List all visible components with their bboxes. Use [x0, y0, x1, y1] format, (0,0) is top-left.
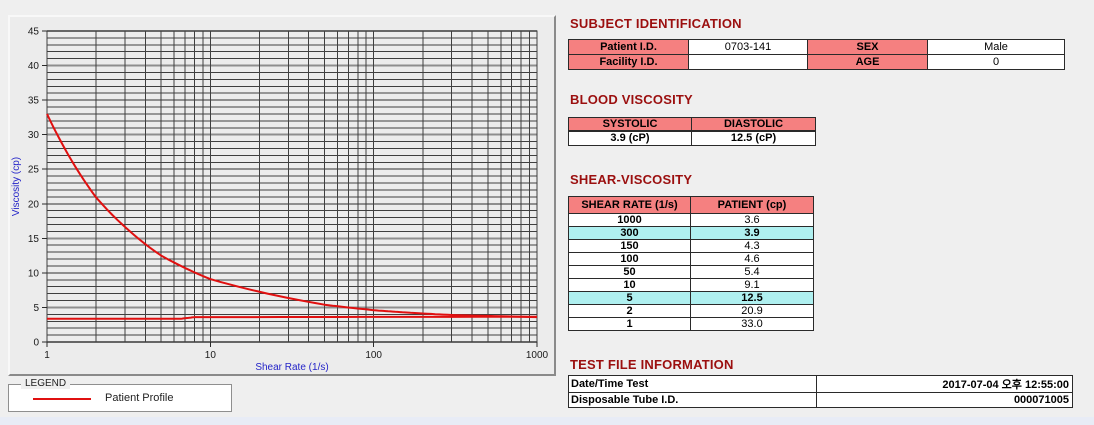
shear-table-row: 100 4.6 [568, 252, 814, 266]
shear-table-row: 150 4.3 [568, 239, 814, 253]
patient-cp-cell: 9.1 [690, 278, 814, 292]
shear-viscosity-title: SHEAR-VISCOSITY [570, 172, 693, 187]
shear-rate-cell: 10 [568, 278, 691, 292]
viscosity-chart: 0 5 10 15 20 25 30 35 40 45 1 10 100 1000 Shear Rate (… [11, 27, 549, 374]
patient-cp-cell: 3.6 [690, 213, 814, 227]
facility-id-label: Facility I.D. [568, 54, 689, 70]
patient-cp-cell: 3.9 [690, 226, 814, 240]
shear-table-row: 5 12.5 [568, 291, 814, 305]
table-row: SYSTOLIC DIASTOLIC [568, 117, 816, 132]
diastolic-value: 12.5 (cP) [691, 130, 816, 146]
patient-cp-cell: 12.5 [690, 291, 814, 305]
diastolic-header: DIASTOLIC [691, 117, 816, 132]
legend-item-patient-profile: Patient Profile [105, 392, 174, 404]
svg-text:Shear Rate (1/s): Shear Rate (1/s) [255, 362, 328, 373]
sex-label: SEX [807, 39, 928, 55]
patient-id-value: 0703-141 [688, 39, 808, 55]
shear-table-row: 1 33.0 [568, 317, 814, 331]
table-row: Date/Time Test 2017-07-04 오후 12:55:00 [568, 375, 1073, 393]
subject-identification-table: Patient I.D. 0703-141 SEX Male Facility … [568, 39, 1065, 70]
shear-table-row: 2 20.9 [568, 304, 814, 318]
shear-table-row: 10 9.1 [568, 278, 814, 292]
table-row: Disposable Tube I.D. 000071005 [568, 392, 1073, 408]
patient-cp-cell: 4.6 [690, 252, 814, 266]
shear-rate-header: SHEAR RATE (1/s) [568, 196, 691, 214]
test-file-information-table: Date/Time Test 2017-07-04 오후 12:55:00 Di… [568, 375, 1073, 408]
date-time-test-label: Date/Time Test [568, 375, 817, 393]
svg-text:1000: 1000 [526, 350, 549, 361]
blood-viscosity-title: BLOOD VISCOSITY [570, 92, 693, 107]
shear-rate-cell: 1 [568, 317, 691, 331]
shear-viscosity-table: SHEAR RATE (1/s) PATIENT (cp) 1000 3.6 300… [568, 196, 814, 331]
svg-text:20: 20 [28, 199, 40, 210]
shear-rate-cell: 2 [568, 304, 691, 318]
patient-cp-cell: 5.4 [690, 265, 814, 279]
svg-text:10: 10 [28, 268, 40, 279]
shear-rate-cell: 50 [568, 265, 691, 279]
bottom-strip [0, 417, 1094, 425]
shear-table-row: 300 3.9 [568, 226, 814, 240]
table-row: 3.9 (cP) 12.5 (cP) [568, 130, 816, 146]
legend-box: LEGEND Patient Profile [8, 378, 232, 412]
svg-text:1: 1 [44, 350, 50, 361]
series-patient-profile [46, 113, 538, 319]
svg-text:40: 40 [28, 61, 40, 72]
age-label: AGE [807, 54, 928, 70]
sex-value: Male [927, 39, 1065, 55]
subject-identification-title: SUBJECT IDENTIFICATION [570, 16, 742, 31]
svg-text:10: 10 [205, 350, 217, 361]
svg-text:5: 5 [33, 303, 39, 314]
svg-text:15: 15 [28, 234, 40, 245]
blood-viscosity-table: SYSTOLIC DIASTOLIC 3.9 (cP) 12.5 (cP) [568, 117, 816, 146]
shear-rate-cell: 100 [568, 252, 691, 266]
svg-text:45: 45 [28, 27, 40, 38]
shear-table-row: 50 5.4 [568, 265, 814, 279]
report-panel: SUBJECT IDENTIFICATION Patient I.D. 0703… [568, 0, 1080, 425]
patient-cp-cell: 33.0 [690, 317, 814, 331]
test-file-information-title: TEST FILE INFORMATION [570, 357, 734, 372]
shear-rate-cell: 5 [568, 291, 691, 305]
facility-id-value [688, 54, 808, 70]
svg-text:100: 100 [365, 350, 382, 361]
series-baseline-line [47, 315, 537, 320]
table-row: Facility I.D. AGE 0 [568, 54, 1065, 70]
table-row: SHEAR RATE (1/s) PATIENT (cp) [568, 196, 814, 214]
systolic-header: SYSTOLIC [568, 117, 692, 132]
svg-text:30: 30 [28, 130, 40, 141]
svg-text:35: 35 [28, 96, 40, 107]
systolic-value: 3.9 (cP) [568, 130, 692, 146]
patient-id-label: Patient I.D. [568, 39, 689, 55]
table-row: Patient I.D. 0703-141 SEX Male [568, 39, 1065, 55]
disposable-tube-id-label: Disposable Tube I.D. [568, 392, 817, 408]
patient-profile-line-icon [33, 398, 91, 400]
shear-rate-cell: 300 [568, 226, 691, 240]
patient-cp-cell: 4.3 [690, 239, 814, 253]
svg-text:Viscosity (cp): Viscosity (cp) [11, 157, 22, 216]
age-value: 0 [927, 54, 1065, 70]
shear-table-row: 1000 3.6 [568, 213, 814, 227]
shear-rate-cell: 1000 [568, 213, 691, 227]
svg-text:25: 25 [28, 165, 40, 176]
viscosity-chart-panel: 0 5 10 15 20 25 30 35 40 45 1 10 100 1000 Shear Rate (… [8, 15, 556, 376]
shear-rate-cell: 150 [568, 239, 691, 253]
patient-cp-cell: 20.9 [690, 304, 814, 318]
legend-title: LEGEND [21, 378, 71, 389]
svg-text:0: 0 [33, 338, 39, 349]
date-time-test-value: 2017-07-04 오후 12:55:00 [816, 375, 1073, 393]
disposable-tube-id-value: 000071005 [816, 392, 1073, 408]
patient-cp-header: PATIENT (cp) [690, 196, 814, 214]
